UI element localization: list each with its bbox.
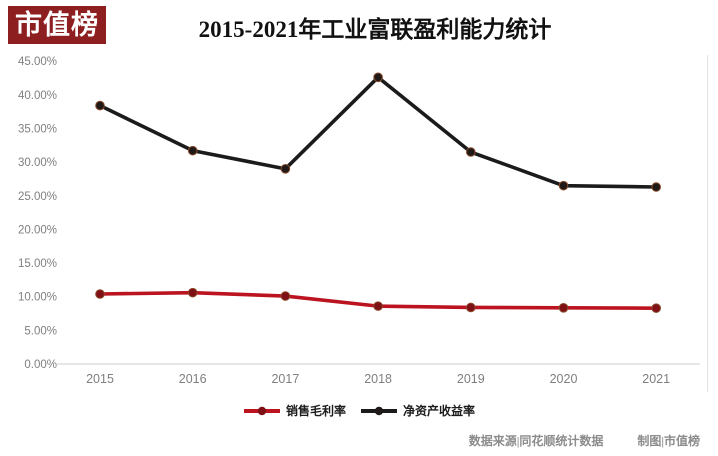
legend-marker	[257, 406, 267, 415]
y-tick-label: 30.00%	[18, 157, 57, 169]
y-tick-label: 35.00%	[18, 123, 57, 135]
data-point	[558, 180, 569, 191]
data-point	[558, 303, 569, 313]
data-point	[187, 287, 198, 298]
y-tick-label: 15.00%	[18, 258, 57, 270]
legend-swatch	[243, 406, 280, 415]
legend-item-净资产收益率: 净资产收益率	[360, 402, 475, 419]
data-point	[466, 147, 476, 157]
data-source-label: 数据来源|同花顺统计数据	[468, 434, 604, 448]
legend-label: 净资产收益率	[403, 404, 476, 418]
legend-swatch	[361, 406, 397, 415]
data-point	[95, 289, 105, 299]
credit-label: 制图|市值榜	[637, 434, 700, 448]
y-tick-label: 0.00%	[24, 359, 57, 371]
data-point	[373, 72, 383, 83]
data-point	[373, 301, 383, 311]
data-point	[187, 145, 198, 156]
y-tick-label: 25.00%	[18, 191, 57, 203]
data-point	[651, 303, 662, 313]
legend-marker	[374, 406, 384, 415]
series-line-净资产收益率	[98, 75, 659, 189]
shizhibang-logo: 市值榜	[8, 6, 106, 44]
data-point	[466, 302, 476, 313]
data-point	[651, 182, 662, 192]
x-tick-label: 2018	[364, 372, 392, 386]
y-tick-label: 10.00%	[18, 292, 57, 304]
x-tick-label: 2017	[271, 372, 299, 386]
chart-legend: 销售毛利率 净资产收益率	[0, 402, 718, 419]
chart-title: 2015-2021年工业富联盈利能力统计	[198, 17, 552, 42]
legend-label: 销售毛利率	[285, 404, 346, 418]
chart-footer: 数据来源|同花顺统计数据 制图|市值榜	[469, 432, 700, 449]
data-point	[95, 100, 105, 111]
y-tick-label: 20.00%	[18, 224, 57, 236]
x-tick-label: 2015	[86, 372, 114, 386]
x-tick-label: 2019	[457, 372, 485, 386]
y-tick-label: 40.00%	[18, 90, 57, 102]
y-tick-label: 5.00%	[24, 325, 57, 337]
data-point	[280, 164, 291, 174]
x-tick-label: 2016	[179, 372, 207, 386]
legend-item-销售毛利率: 销售毛利率	[243, 402, 346, 419]
data-point	[280, 291, 291, 301]
x-tick-label: 2020	[550, 372, 578, 386]
x-tick-label: 2021	[642, 372, 670, 386]
y-tick-label: 45.00%	[18, 56, 57, 68]
